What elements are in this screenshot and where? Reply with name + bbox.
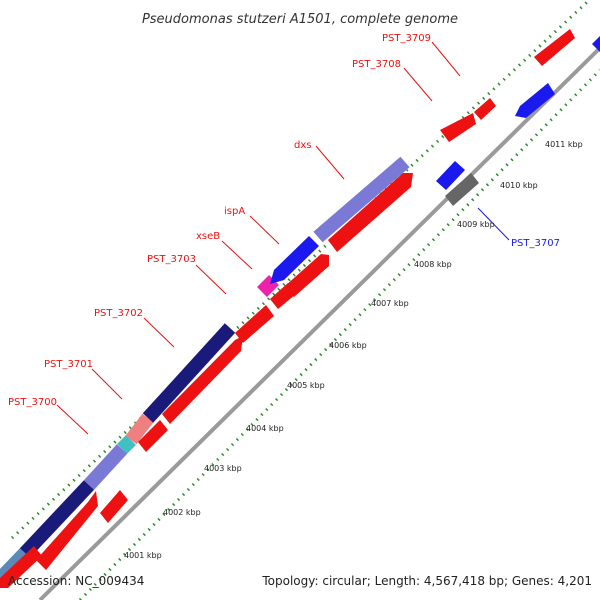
leader-pst3702 — [143, 317, 175, 348]
gene-labels: PST_3709 PST_3708 dxs ispA xseB PST_3703… — [8, 33, 560, 408]
kbp-4010: 4010 kbp — [500, 181, 538, 190]
leader-pst3703 — [195, 264, 227, 295]
gene-reverse — [592, 36, 600, 52]
feature-navy — [19, 480, 95, 558]
gene-reverse — [515, 83, 555, 118]
label-pst3708: PST_3708 — [352, 59, 401, 70]
leader-xseB — [221, 240, 253, 270]
accession-text: Accession: NC_009434 — [8, 574, 144, 588]
feature-pink — [125, 413, 154, 445]
inner-tick-track — [78, 68, 600, 600]
reverse-genes-upper — [270, 236, 319, 284]
reverse-genes-lower — [436, 36, 600, 190]
kbp-4005: 4005 kbp — [287, 381, 325, 390]
label-ispA: ispA — [224, 206, 245, 217]
leader-pst3708 — [403, 67, 433, 102]
forward-genes — [0, 29, 575, 588]
leader-dxs — [315, 145, 345, 180]
leader-ispA — [249, 215, 280, 245]
label-xseB: xseB — [196, 231, 220, 242]
feature-lavender — [313, 156, 410, 243]
leader-pst3709 — [431, 41, 461, 77]
leader-pst3700 — [56, 404, 89, 435]
label-pst3703: PST_3703 — [147, 254, 196, 265]
gene-forward — [534, 29, 575, 66]
genome-backbone — [38, 46, 600, 600]
label-pst3709: PST_3709 — [382, 33, 431, 44]
kbp-4002: 4002 kbp — [163, 508, 201, 517]
gene-forward — [285, 254, 329, 297]
kbp-4006: 4006 kbp — [329, 341, 367, 350]
leader-pst3701 — [91, 368, 123, 400]
gene-forward — [235, 305, 274, 343]
kbp-4004: 4004 kbp — [246, 424, 284, 433]
label-pst3707: PST_3707 — [511, 238, 560, 249]
gene-forward — [328, 173, 413, 252]
gene-reverse — [436, 161, 465, 190]
feature-navy — [142, 323, 236, 423]
gene-label-leaders — [56, 41, 510, 435]
gene-forward — [100, 490, 128, 523]
gene-forward — [440, 113, 476, 142]
gene-forward — [36, 491, 98, 570]
kbp-4003: 4003 kbp — [204, 464, 242, 473]
gene-forward — [162, 336, 243, 424]
kbp-4009: 4009 kbp — [457, 220, 495, 229]
feature-lavender — [83, 444, 128, 490]
kbp-4001: 4001 kbp — [124, 551, 162, 560]
feature-teal — [117, 435, 136, 454]
kbp-labels: 4011 kbp 4010 kbp 4009 kbp 4008 kbp 4007… — [124, 140, 583, 560]
gene-reverse — [270, 236, 319, 284]
feature-track — [0, 156, 410, 584]
gene-forward — [0, 546, 42, 588]
gene-forward — [138, 420, 168, 452]
kbp-4008: 4008 kbp — [414, 260, 452, 269]
genome-summary-text: Topology: circular; Length: 4,567,418 bp… — [261, 574, 592, 588]
leader-pst3707 — [477, 207, 510, 241]
label-pst3702: PST_3702 — [94, 308, 143, 319]
label-pst3700: PST_3700 — [8, 397, 57, 408]
kbp-4007: 4007 kbp — [371, 299, 409, 308]
outer-tick-track — [10, 0, 592, 540]
map-title: Pseudomonas stutzeri A1501, complete gen… — [142, 12, 458, 27]
gene-grey — [445, 173, 479, 206]
label-dxs: dxs — [294, 140, 311, 151]
kbp-4011: 4011 kbp — [545, 140, 583, 149]
gene-forward — [474, 98, 496, 120]
label-pst3701: PST_3701 — [44, 359, 93, 370]
